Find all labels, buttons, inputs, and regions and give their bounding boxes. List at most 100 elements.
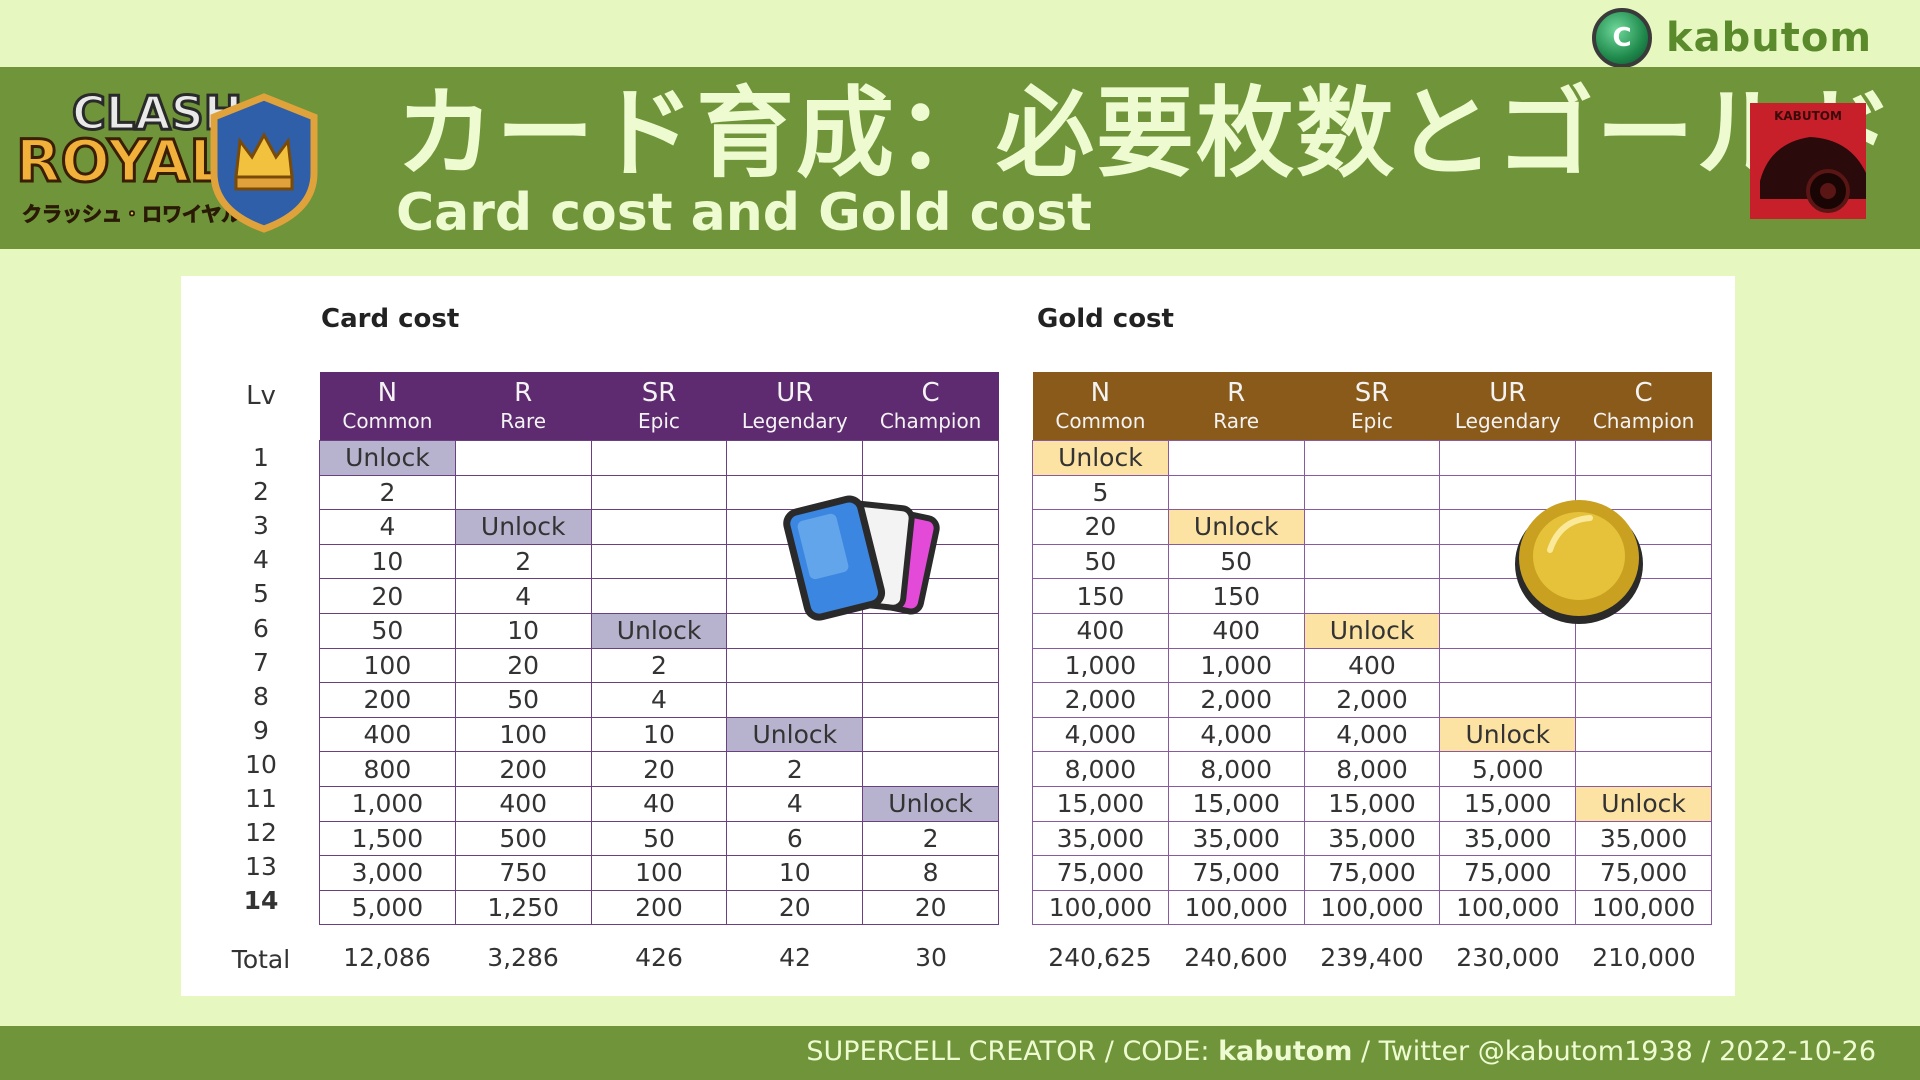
level-label: 8 (253, 681, 269, 711)
table-row: Unlock (1032, 440, 1712, 476)
table-row: 75,000 75,000 75,000 75,000 75,000 (1032, 855, 1712, 891)
total-value: 210,000 (1592, 943, 1696, 972)
table-cell (1167, 440, 1305, 476)
table-row: 2,000 2,000 2,000 (1032, 682, 1712, 718)
table-cell: 1,000 (1167, 647, 1305, 684)
table-cell (1303, 509, 1441, 545)
table-cell: 400 (1032, 612, 1169, 649)
table-row: 3,000 750 100 10 8 (319, 855, 999, 891)
total-value: 426 (635, 943, 683, 972)
gold-coin-icon (1515, 500, 1643, 624)
table-row: 5,000 1,250 200 20 20 (319, 889, 999, 926)
level-label: 12 (245, 818, 277, 848)
table-cell (590, 578, 728, 614)
column-rarity: Epic (638, 409, 680, 433)
table-cell: 50 (590, 820, 728, 857)
table-cell: 5,000 (1439, 751, 1577, 787)
title-band: CLASH ROYALE クラッシュ・ロワイヤル カード育成：必要枚数とゴールド… (0, 67, 1920, 249)
table-cell: Unlock (1575, 785, 1712, 822)
table-cell: 8 (862, 855, 999, 891)
table-cell: 20 (319, 578, 456, 614)
column-header-legendary: UR Legendary (1439, 372, 1576, 441)
table-cell: 15,000 (1032, 785, 1169, 822)
table-cell: 3,000 (319, 855, 456, 891)
table-cell: 10 (319, 543, 456, 580)
table-cell: 200 (319, 682, 456, 718)
level-label: 9 (253, 715, 269, 745)
column-code: N (377, 378, 398, 408)
table-cell: Unlock (1303, 612, 1441, 649)
card-cost-table: N Common R Rare SR Epic UR Legendary C Champion U… (319, 372, 999, 926)
card-cost-title: Card cost (321, 304, 460, 334)
column-code: R (514, 378, 533, 408)
total-value: 12,086 (343, 943, 431, 972)
table-cell: 100,000 (1032, 889, 1169, 926)
column-header-legendary: UR Legendary (726, 372, 863, 441)
table-cell: 6 (726, 820, 864, 857)
column-code: UR (1489, 378, 1527, 408)
table-cell (1439, 440, 1577, 476)
table-cell: 4,000 (1303, 716, 1441, 753)
level-label: 6 (253, 613, 269, 643)
level-label: 11 (245, 784, 277, 813)
table-row: 8,000 8,000 8,000 5,000 (1032, 751, 1712, 787)
table-cell: 10 (726, 855, 864, 891)
table-cell: 35,000 (1167, 820, 1305, 857)
table-cell (1575, 440, 1712, 476)
level-label: 3 (253, 511, 269, 541)
table-cell: 2,000 (1167, 682, 1305, 718)
column-header-epic: SR Epic (591, 372, 727, 441)
table-cell (862, 612, 999, 649)
table-cell: 100,000 (1575, 889, 1712, 926)
table-cell: 40 (590, 785, 728, 822)
table-cell: 1,500 (319, 820, 456, 857)
level-label: 1 (253, 443, 269, 472)
table-cell: 15,000 (1167, 785, 1305, 822)
page-title-english: Card cost and Gold cost (396, 183, 1093, 243)
table-cell: 2 (862, 820, 999, 857)
table-cell (726, 682, 864, 718)
column-header-champion: C Champion (1575, 372, 1712, 441)
table-cell: Unlock (590, 612, 728, 649)
table-cell: 50 (1032, 543, 1169, 580)
table-cell: 20 (726, 889, 864, 926)
table-cell (862, 440, 999, 476)
column-header-champion: C Champion (862, 372, 999, 441)
table-cell: 150 (1167, 578, 1305, 614)
car-silhouette-icon (1760, 137, 1866, 213)
crown-shield-icon (210, 93, 318, 233)
table-row: 100,000 100,000 100,000 100,000 100,000 (1032, 889, 1712, 926)
footer-credits: SUPERCELL CREATOR / CODE: kabutom / Twit… (806, 1036, 1876, 1067)
table-cell: 35,000 (1303, 820, 1441, 857)
table-cell (1575, 682, 1712, 718)
table-cell (862, 716, 999, 753)
table-cell (1303, 578, 1441, 614)
total-value: 30 (915, 943, 947, 972)
table-cell (1575, 751, 1712, 787)
table-cell (454, 440, 592, 476)
brand: C kabutom (1592, 6, 1872, 70)
table-cell: Unlock (726, 716, 864, 753)
table-cell: 100,000 (1167, 889, 1305, 926)
table-cell: 2 (319, 474, 456, 511)
table-cell: Unlock (1439, 716, 1577, 753)
total-label: Total (231, 945, 291, 974)
table-cell: 200 (454, 751, 592, 787)
table-cell: Unlock (319, 440, 456, 476)
table-row: 15,000 15,000 15,000 15,000 Unlock (1032, 785, 1712, 822)
table-cell: 400 (319, 716, 456, 753)
table-cell: 100 (454, 716, 592, 753)
column-code: SR (641, 378, 677, 408)
table-cell (1303, 440, 1441, 476)
column-code: UR (776, 378, 814, 408)
table-cell: 750 (454, 855, 592, 891)
table-cell: 400 (1167, 612, 1305, 649)
table-cell: 100,000 (1303, 889, 1441, 926)
table-cell: 75,000 (1167, 855, 1305, 891)
table-cell: 35,000 (1575, 820, 1712, 857)
level-label: 7 (253, 647, 269, 677)
table-cell (726, 440, 864, 476)
table-cell: 2 (454, 543, 592, 580)
total-value: 42 (779, 943, 811, 972)
table-cell (1303, 474, 1441, 511)
